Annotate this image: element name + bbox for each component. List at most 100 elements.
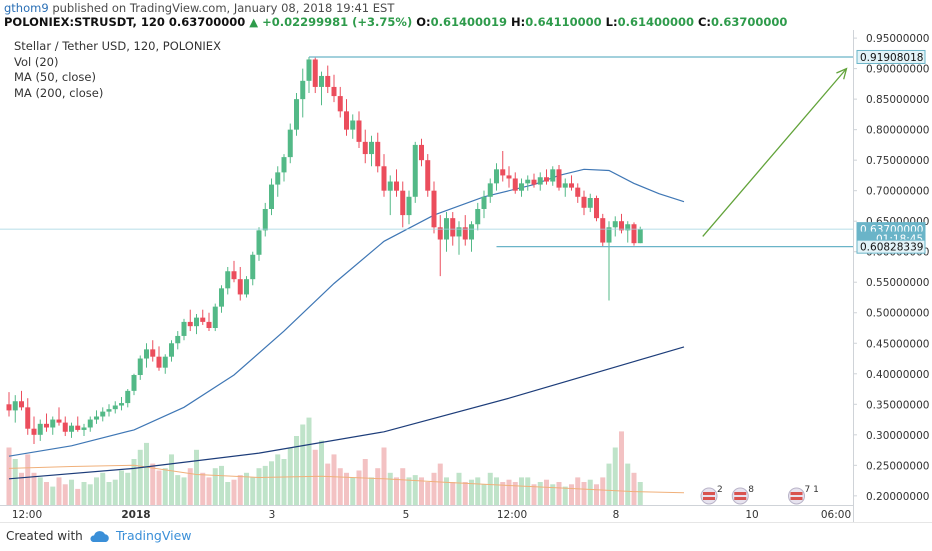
- volume-bar: [581, 482, 587, 505]
- volume-bar: [637, 482, 643, 505]
- volume-bar: [125, 472, 131, 505]
- tradingview-brand: TradingView: [116, 528, 192, 543]
- volume-bar: [500, 482, 506, 505]
- price-tag-box: [856, 49, 926, 64]
- price-tick-label: 0.95000000: [866, 33, 929, 45]
- price-chart[interactable]: 2 8 7 1 0.95000000 0.90000000 0.85000000 0.800…: [0, 30, 932, 522]
- candle-body: [506, 175, 512, 179]
- candle-body: [425, 160, 431, 191]
- candle-body: [19, 401, 24, 408]
- chart-legend: Stellar / Tether USD, 120, POLONIEX Vol …: [14, 39, 221, 101]
- volume-bar: [594, 484, 599, 505]
- volume-bar: [156, 470, 162, 505]
- candle-body: [456, 227, 462, 237]
- time-tick-label: 06:00: [821, 509, 851, 521]
- candle-body: [137, 358, 143, 376]
- event-count: 2: [717, 485, 723, 495]
- ma200-line: [8, 346, 685, 480]
- volume-bar: [331, 454, 337, 505]
- footer: Created with TradingView: [0, 522, 932, 551]
- volume-bar: [312, 449, 318, 505]
- volume-bar: [350, 477, 356, 505]
- flag-icon: [731, 487, 749, 505]
- volume-bar: [587, 479, 593, 505]
- candle-body: [437, 227, 443, 240]
- volume-bar: [362, 459, 368, 505]
- volume-bar: [319, 440, 324, 505]
- event-marker-flag: 7 1: [788, 485, 819, 505]
- price-tick-label: 0.80000000: [866, 125, 929, 137]
- tradingview-logo[interactable]: TradingView: [88, 528, 192, 543]
- candle-body: [162, 356, 168, 368]
- candle-body: [225, 271, 231, 289]
- volume-bar: [525, 477, 531, 505]
- candle-body: [381, 166, 387, 191]
- candle-body: [525, 179, 531, 184]
- volume-bar: [412, 475, 418, 505]
- time-tick-label: 10: [745, 509, 758, 521]
- candle-body: [100, 411, 106, 417]
- volume-bar: [106, 482, 112, 505]
- volume-bar: [356, 470, 362, 505]
- volume-bar: [419, 477, 424, 505]
- volume-bar: [300, 424, 306, 505]
- candle-body: [562, 183, 568, 188]
- volume-bar: [112, 479, 118, 505]
- candle-body: [150, 349, 156, 357]
- volume-bar: [12, 459, 18, 505]
- volume-bar: [200, 472, 206, 505]
- volume-ma-line: [8, 464, 685, 494]
- legend-ma200: MA (200, close): [14, 85, 104, 100]
- candle-body: [519, 183, 524, 191]
- volume-bar: [344, 472, 349, 505]
- candle-body: [637, 229, 643, 244]
- candle-body: [612, 221, 618, 228]
- candle-body: [331, 86, 337, 97]
- price-tick-label: 0.50000000: [866, 308, 929, 320]
- candle-body: [462, 227, 468, 240]
- volume-bar: [250, 477, 256, 505]
- volume-bar: [294, 436, 299, 505]
- volume-bar: [375, 468, 381, 505]
- volume-bar: [469, 479, 474, 505]
- author-name[interactable]: gthom9: [4, 1, 49, 15]
- price-tick-label: 0.25000000: [866, 460, 929, 472]
- candle-body: [512, 178, 518, 191]
- volume-bar: [394, 477, 399, 505]
- candle-body: [337, 96, 343, 112]
- volume-bar: [6, 447, 12, 505]
- candle-body: [575, 187, 581, 197]
- candle-body: [212, 306, 218, 329]
- volume-bar: [406, 477, 412, 505]
- candle-body: [375, 141, 381, 167]
- price-tick-label: 0.85000000: [866, 94, 929, 106]
- volume-bar: [194, 449, 199, 505]
- flag-icon: [700, 487, 718, 505]
- volume-bar: [50, 486, 56, 505]
- candle-body: [569, 183, 574, 188]
- volume-bar: [119, 470, 124, 505]
- volume-bar: [81, 482, 87, 505]
- volume-bar: [519, 477, 524, 505]
- volume-bar: [144, 442, 149, 505]
- candle-body: [106, 409, 112, 412]
- time-tick-label: 12:00: [12, 509, 42, 521]
- candle-body: [419, 144, 424, 161]
- volume-bar: [575, 477, 581, 505]
- chart-header: gthom9 published on TradingView.com, Jan…: [0, 0, 932, 30]
- candle-body: [125, 390, 131, 404]
- publish-info: gthom9 published on TradingView.com, Jan…: [4, 1, 394, 15]
- created-with-label: Created with: [6, 529, 83, 543]
- time-tick-label: 5: [403, 509, 410, 521]
- volume-bar: [444, 477, 449, 505]
- volume-bar: [94, 477, 99, 505]
- candle-body: [481, 196, 487, 209]
- volume-bar: [569, 484, 574, 505]
- volume-bar: [606, 463, 612, 505]
- trend-arrow-line: [702, 68, 847, 237]
- price-tick-label: 0.75000000: [866, 155, 929, 167]
- legend-title: Stellar / Tether USD, 120, POLONIEX: [14, 39, 221, 53]
- candle-body: [412, 144, 418, 197]
- volume-bar: [544, 479, 549, 505]
- volume-bar: [100, 472, 106, 505]
